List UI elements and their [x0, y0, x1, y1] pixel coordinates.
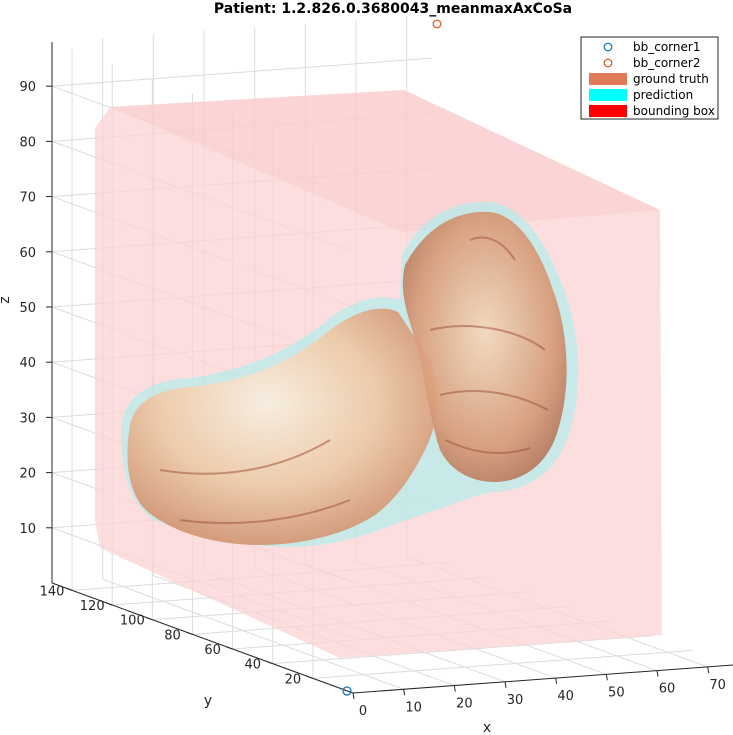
legend-patch-icon	[589, 89, 627, 101]
surface-shading-lines	[159, 236, 549, 525]
bb-corner2-marker	[432, 19, 442, 29]
z-tick-label: 50	[19, 301, 36, 316]
chart-title: Patient: 1.2.826.0.3680043_meanmaxAxCoSa	[214, 1, 572, 17]
legend-label: ground truth	[633, 72, 709, 86]
z-tick-label: 80	[19, 135, 36, 150]
z-tick-label: 20	[19, 467, 36, 482]
z-tick-label: 30	[19, 411, 36, 426]
axis-frame	[46, 42, 733, 700]
x-tick-label: 0	[359, 704, 367, 719]
z-tick-label: 10	[19, 522, 36, 537]
legend-label: bb_corner2	[633, 56, 700, 70]
z-tick-label: 60	[19, 246, 36, 261]
legend-label: bb_corner1	[633, 40, 700, 54]
y-axis-label: y	[204, 693, 212, 709]
z-tick-label: 90	[19, 80, 36, 95]
x-tick-label: 20	[456, 697, 473, 712]
z-tick-label: 70	[19, 191, 36, 206]
x-tick-label: 30	[507, 693, 524, 708]
bounding-box-top	[110, 90, 660, 232]
y-tick-label: 100	[120, 614, 145, 629]
y-tick-label: 80	[164, 628, 181, 643]
legend-label: bounding box	[633, 104, 715, 118]
z-tick-label: 40	[19, 356, 36, 371]
ground-truth-surface	[127, 211, 567, 545]
bb-corner1-marker	[342, 686, 352, 696]
legend-patch-icon	[589, 73, 627, 85]
legend-marker-icon	[603, 58, 613, 68]
y-tick-label: 120	[80, 599, 105, 614]
tick-labels: 0 10 20 30 40 50 60 70 20 40 60 80 100 120 140 10 20 30 40…	[19, 80, 725, 719]
ground-truth-lobe-right	[402, 211, 567, 482]
corner-markers	[342, 19, 442, 696]
x-tick-label: 60	[659, 682, 676, 697]
legend-marker-icon	[603, 42, 613, 52]
x-axis-label: x	[483, 720, 491, 735]
z-axis-label: z	[0, 296, 13, 303]
x-tick-label: 50	[608, 685, 625, 700]
x-tick-label: 70	[709, 678, 726, 693]
ground-truth-lobe-left	[127, 308, 437, 545]
y-tick-label: 40	[244, 658, 261, 673]
y-tick-label: 60	[204, 643, 221, 658]
x-tick-label: 40	[557, 689, 574, 704]
y-tick-label: 140	[40, 584, 65, 599]
x-tick-label: 10	[405, 700, 422, 715]
legend-label: prediction	[633, 88, 693, 102]
legend-patch-icon	[589, 105, 627, 117]
y-tick-label: 20	[285, 672, 302, 687]
